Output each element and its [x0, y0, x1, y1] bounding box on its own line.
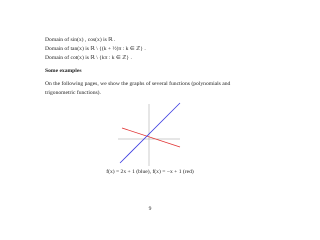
domain-line: Domain of sin(x) , cos(x) is ℝ .: [45, 37, 116, 43]
page: Domain of sin(x) , cos(x) is ℝ . Domain …: [45, 37, 231, 212]
domain-line: Domain of cot(x) is ℝ \ {kπ : k ∈ ℤ} .: [45, 55, 132, 61]
figure-caption: f(x) = 2x + 1 (blue), f(x) = −x + 1 (red…: [106, 169, 194, 175]
figure: [118, 102, 181, 166]
red-line: [121, 127, 181, 148]
section-title: Some examples: [45, 68, 82, 74]
domain-line: Domain of tan(x) is ℝ \ {(k + ½)π : k ∈ …: [45, 46, 146, 52]
page-number: 9: [148, 206, 152, 212]
blue-line: [119, 102, 181, 164]
paragraph: On the following pages, we show the grap…: [45, 81, 231, 96]
